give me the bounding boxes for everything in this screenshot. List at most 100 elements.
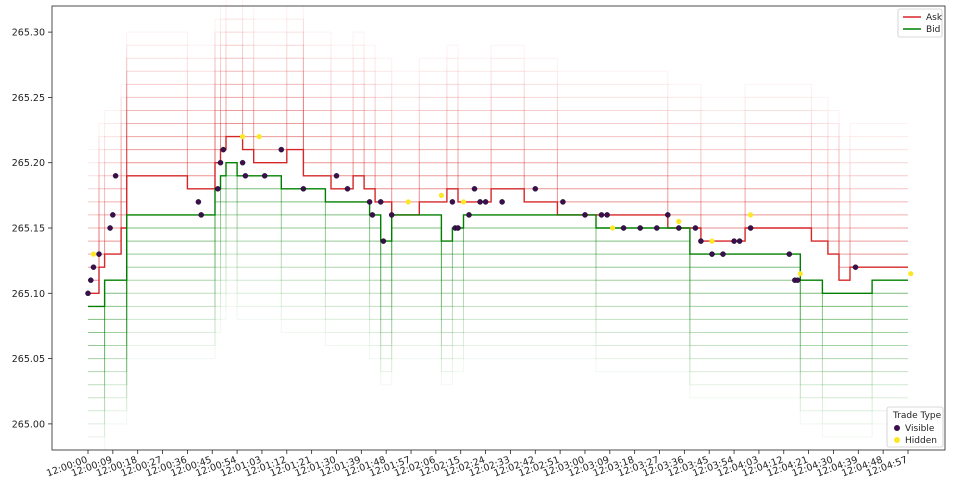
legend-trade-type-title: Trade Type bbox=[892, 411, 942, 421]
y-tick-label: 265.20 bbox=[12, 158, 45, 169]
visible-trade-point bbox=[532, 186, 539, 192]
hidden-trade-point bbox=[460, 199, 467, 205]
bid-depth-level bbox=[88, 279, 908, 425]
legend-bid-label: Bid bbox=[926, 25, 940, 35]
ask-depth-level bbox=[88, 31, 908, 190]
visible-trade-point bbox=[676, 225, 682, 231]
visible-trade-point bbox=[90, 264, 97, 270]
visible-trade-point bbox=[654, 225, 660, 231]
visible-trade-point bbox=[344, 186, 351, 192]
visible-trade-point bbox=[482, 199, 489, 205]
trade-markers bbox=[85, 134, 914, 297]
bid-depth-level bbox=[88, 305, 908, 451]
visible-trade-point bbox=[300, 186, 307, 192]
visible-trade-point bbox=[471, 186, 478, 192]
visible-trade-point bbox=[604, 212, 610, 218]
visible-trade-point bbox=[852, 264, 859, 270]
visible-trade-point bbox=[96, 251, 102, 257]
visible-trade-point bbox=[637, 225, 643, 231]
bid-depth-level bbox=[88, 175, 908, 320]
legend-hidden-marker bbox=[894, 437, 900, 443]
visible-trade-point bbox=[736, 238, 743, 244]
y-tick-label: 265.30 bbox=[12, 28, 45, 39]
visible-trade-point bbox=[215, 186, 221, 192]
bid-depth-level bbox=[88, 201, 908, 346]
ask-depth-level bbox=[88, 57, 908, 216]
hidden-trade-point bbox=[797, 271, 803, 277]
legend-ask-bid-frame bbox=[897, 8, 943, 38]
visible-trade-point bbox=[242, 173, 249, 179]
visible-trade-point bbox=[239, 159, 246, 166]
visible-trade-point bbox=[620, 225, 627, 231]
bid-depth-level bbox=[88, 188, 908, 333]
hidden-trade-point bbox=[676, 218, 682, 225]
ask-depth-level bbox=[88, 18, 908, 177]
visible-trade-point bbox=[747, 225, 754, 231]
visible-trade-point bbox=[107, 225, 113, 231]
visible-trade-point bbox=[499, 199, 505, 205]
visible-trade-point bbox=[195, 199, 202, 205]
visible-trade-point bbox=[110, 212, 116, 218]
visible-trade-point bbox=[217, 159, 224, 166]
y-tick-label: 265.25 bbox=[12, 93, 45, 104]
legend-trade-type-frame bbox=[886, 406, 944, 448]
bid-depth-level bbox=[88, 227, 908, 373]
visible-trade-point bbox=[665, 212, 671, 218]
hidden-trade-point bbox=[405, 199, 411, 205]
visible-trade-point bbox=[786, 251, 793, 257]
visible-trade-point bbox=[366, 199, 373, 205]
visible-trade-point bbox=[278, 146, 285, 153]
ask-depth-level bbox=[88, 96, 908, 255]
visible-trade-point bbox=[449, 199, 456, 205]
visible-trade-point bbox=[388, 212, 395, 218]
visible-trade-point bbox=[377, 199, 384, 205]
hidden-trade-point bbox=[90, 251, 97, 257]
ask-depth-level bbox=[88, 0, 908, 151]
order-book-depth-levels bbox=[88, 0, 908, 451]
visible-trade-point bbox=[466, 212, 472, 218]
visible-trade-point bbox=[698, 238, 704, 244]
visible-trade-point bbox=[720, 251, 726, 257]
y-axis: 265.00 265.05 265.10 265.15 265.20 265.25 265.… bbox=[12, 28, 52, 430]
visible-trade-point bbox=[112, 173, 119, 179]
ask-depth-level bbox=[88, 83, 908, 242]
ask-depth-level bbox=[88, 44, 908, 203]
legend-ask-label: Ask bbox=[926, 13, 943, 23]
visible-trade-point bbox=[731, 238, 737, 244]
y-tick-label: 265.00 bbox=[12, 419, 45, 430]
visible-trade-point bbox=[582, 212, 588, 218]
bid-depth-level bbox=[88, 253, 908, 399]
hidden-trade-point bbox=[709, 238, 715, 244]
hidden-trade-point bbox=[240, 134, 246, 140]
visible-trade-point bbox=[261, 173, 268, 179]
visible-trade-point bbox=[220, 146, 227, 153]
legend-visible-label: Visible bbox=[905, 424, 935, 434]
hidden-trade-point bbox=[908, 271, 914, 277]
legend-visible-marker bbox=[894, 425, 900, 431]
visible-trade-point bbox=[369, 212, 376, 218]
visible-trade-point bbox=[709, 251, 715, 257]
bid-depth-level bbox=[88, 240, 908, 386]
visible-trade-point bbox=[560, 199, 566, 205]
bid-depth-level bbox=[88, 292, 908, 438]
visible-trade-point bbox=[88, 277, 94, 283]
visible-trade-point bbox=[198, 212, 204, 218]
bid-depth-level bbox=[88, 266, 908, 412]
hidden-trade-point bbox=[438, 192, 444, 198]
y-tick-label: 265.10 bbox=[12, 289, 45, 300]
visible-trade-point bbox=[85, 290, 91, 297]
hidden-trade-point bbox=[748, 212, 754, 218]
ask-depth-level bbox=[88, 70, 908, 229]
y-tick-label: 265.05 bbox=[12, 354, 45, 365]
visible-trade-point bbox=[477, 199, 483, 205]
ask-depth-level bbox=[88, 5, 908, 164]
y-tick-label: 265.15 bbox=[12, 224, 45, 235]
visible-trade-point bbox=[598, 212, 605, 218]
legend-hidden-label: Hidden bbox=[905, 436, 937, 446]
visible-trade-point bbox=[455, 225, 461, 231]
visible-trade-point bbox=[794, 277, 801, 283]
legend-ask-bid: Ask Bid bbox=[897, 8, 943, 38]
hidden-trade-point bbox=[256, 134, 262, 140]
